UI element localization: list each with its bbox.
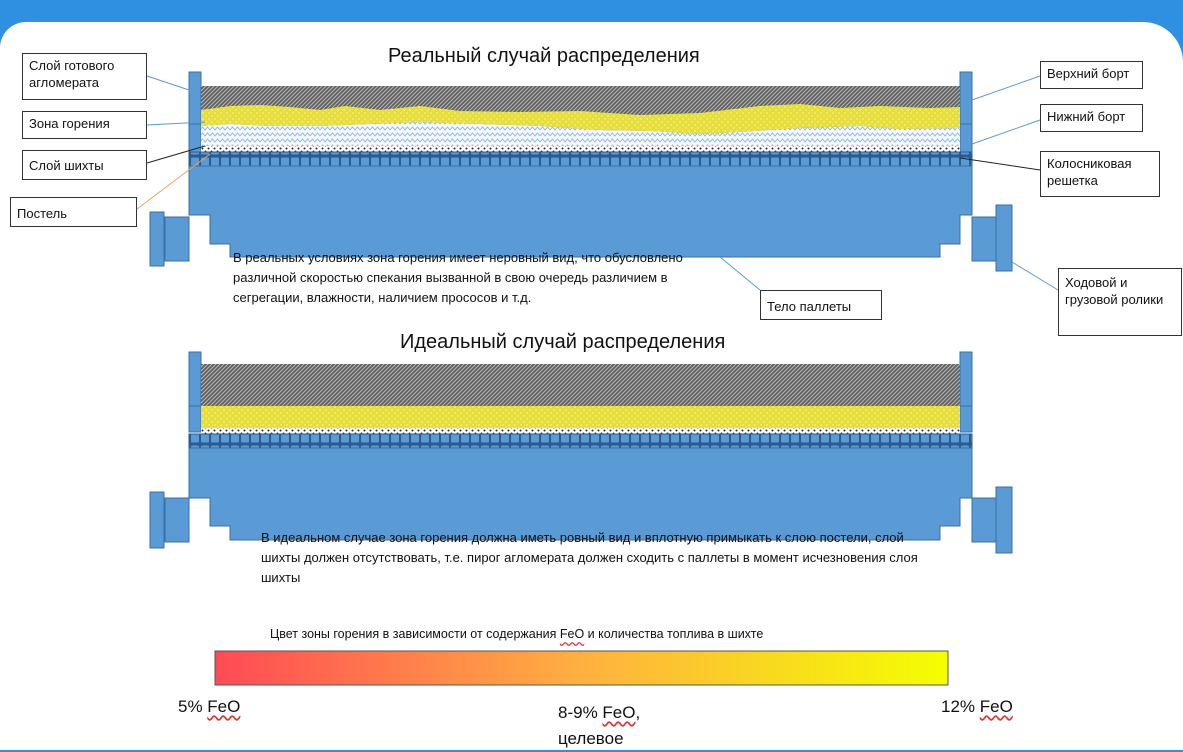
label-grate: Колосниковая решетка <box>1040 151 1160 197</box>
ideal-sinter-layer <box>201 364 960 406</box>
ideal-burning-zone <box>201 406 960 428</box>
right-roller <box>971 216 997 262</box>
feo-gradient-bar <box>214 650 949 686</box>
grate <box>188 151 973 167</box>
title-real: Реальный случай распределения <box>388 45 700 67</box>
scale-caption: Цвет зоны горения в зависимости от содер… <box>270 627 764 641</box>
real-pallet <box>149 71 1013 272</box>
left-upper-side <box>188 71 202 153</box>
left-roller <box>164 216 190 262</box>
ideal-left-roller <box>164 497 190 543</box>
scale-label-mid: 8-9% FeO, целевое <box>558 703 641 748</box>
label-upper-side: Верхний борт <box>1040 61 1143 89</box>
ideal-pallet-body <box>188 447 973 541</box>
ideal-grate <box>188 433 973 449</box>
ideal-bed-layer <box>201 428 960 434</box>
label-finished-sinter-layer: Слой готового агломерата <box>22 53 147 100</box>
right-upper-side <box>959 71 973 153</box>
ideal-pallet <box>149 351 1013 554</box>
burning-zone <box>201 104 960 134</box>
ideal-right-side <box>959 351 973 433</box>
label-burning-zone: Зона горения <box>22 111 147 139</box>
bed-layer <box>201 146 960 152</box>
pallet-body <box>188 165 973 258</box>
label-pallet-body: Тело паллеты <box>760 290 882 320</box>
title-ideal: Идеальный случай распределения <box>400 331 726 353</box>
ideal-right-roller <box>971 497 997 543</box>
leader-lines <box>146 75 1059 291</box>
text-ideal-case: В идеальном случае зона горения должна и… <box>261 530 918 585</box>
ideal-left-side <box>188 351 202 433</box>
scale-label-left: 5% FeO <box>178 697 241 716</box>
text-real-case: В реальных условиях зона горения имеет н… <box>233 250 683 305</box>
caption-feo: FeO <box>559 627 585 641</box>
charge-layer <box>201 122 960 152</box>
label-charge-layer: Слой шихты <box>22 150 147 180</box>
label-lower-side: Нижний борт <box>1040 104 1143 132</box>
label-bed: Постель <box>10 197 137 227</box>
scale-label-right: 12% FeO <box>941 697 1013 716</box>
label-rollers: Ходовой и грузовой ролики <box>1058 268 1182 336</box>
